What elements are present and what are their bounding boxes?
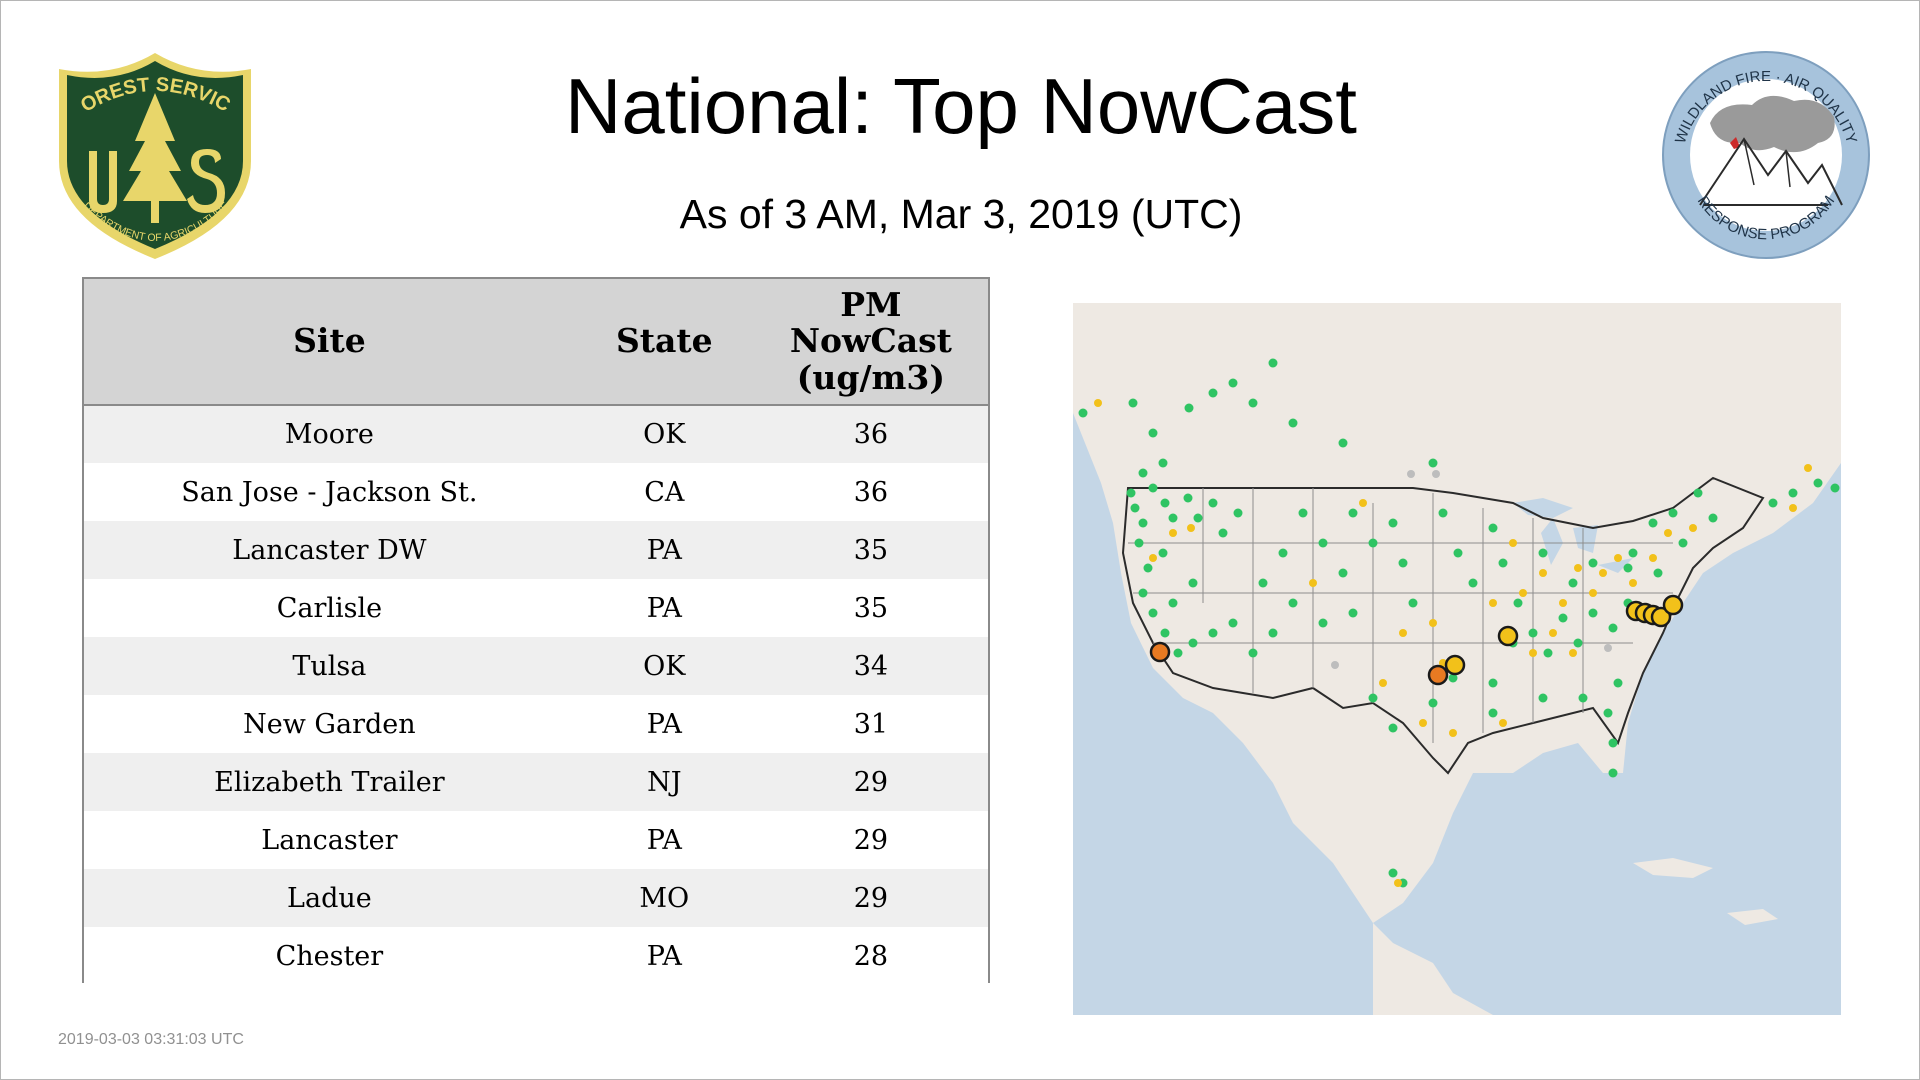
site-cell: Carlisle <box>276 592 383 624</box>
column-header-pm-line1: PM <box>840 285 902 325</box>
generated-timestamp: 2019-03-03 03:31:03 UTC <box>58 1031 244 1048</box>
nowcast-cell: 36 <box>853 476 889 508</box>
state-cell: NJ <box>647 766 682 798</box>
table-row: Elizabeth Trailer NJ 29 <box>84 753 988 811</box>
nowcast-cell: 36 <box>853 419 889 450</box>
state-cell: OK <box>643 419 686 450</box>
column-header-site: Site <box>293 321 366 361</box>
site-cell: Ladue <box>287 882 372 914</box>
site-cell: Chester <box>275 940 384 972</box>
column-header-pm-line3: (ug/m3) <box>796 357 946 397</box>
table-header-row: Site State PM NowCast (ug/m3) <box>84 279 988 405</box>
state-cell: PA <box>646 592 682 624</box>
column-header-pm-nowcast: PM NowCast (ug/m3) <box>754 279 988 405</box>
air-quality-map <box>1073 303 1841 1015</box>
table-row: Lancaster DW PA 35 <box>84 521 988 579</box>
site-cell: Moore <box>284 419 374 450</box>
nowcast-cell: 29 <box>853 766 889 798</box>
site-cell: Lancaster <box>261 824 398 856</box>
state-cell: OK <box>643 650 686 682</box>
table-row: Lancaster PA 29 <box>84 811 988 869</box>
site-cell: Elizabeth Trailer <box>214 766 445 798</box>
nowcast-cell: 35 <box>853 534 889 566</box>
state-cell: MO <box>639 882 690 914</box>
table-row: Chester PA 28 <box>84 927 988 985</box>
forest-service-logo-icon: FOREST SERVICE DEPARTMENT OF AGRICULTURE <box>51 51 251 259</box>
wildland-fire-logo-icon: WILDLAND FIRE · AIR QUALITY RESPONSE PRO… <box>1662 51 1870 259</box>
state-cell: PA <box>646 824 682 856</box>
page-title: National: Top NowCast <box>565 62 1357 150</box>
table-row: Ladue MO 29 <box>84 869 988 927</box>
table-row: Tulsa OK 34 <box>84 637 988 695</box>
monitor-markers <box>1078 358 1840 888</box>
state-cell: CA <box>644 476 685 508</box>
site-cell: Lancaster DW <box>232 534 427 566</box>
nowcast-cell: 29 <box>853 882 889 914</box>
table-row: New Garden PA 31 <box>84 695 988 753</box>
nowcast-cell: 29 <box>853 824 889 856</box>
column-header-state: State <box>615 321 713 361</box>
state-cell: PA <box>646 534 682 566</box>
column-header-pm-line2: NowCast <box>789 321 952 361</box>
table-row: Moore OK 36 <box>84 405 988 463</box>
nowcast-cell: 35 <box>853 592 889 624</box>
site-cell: San Jose - Jackson St. <box>181 476 478 508</box>
state-cell: PA <box>646 708 682 740</box>
site-cell: New Garden <box>243 708 416 740</box>
table-row: San Jose - Jackson St. CA 36 <box>84 463 988 521</box>
nowcast-cell: 34 <box>853 650 889 682</box>
page-subtitle: As of 3 AM, Mar 3, 2019 (UTC) <box>679 191 1243 237</box>
site-cell: Tulsa <box>292 650 367 682</box>
table-row: Carlisle PA 35 <box>84 579 988 637</box>
nowcast-cell: 28 <box>853 940 889 972</box>
top-nowcast-table: Site State PM NowCast (ug/m3) Moore OK 3… <box>82 277 990 985</box>
nowcast-cell: 31 <box>853 708 889 740</box>
state-cell: PA <box>646 940 682 972</box>
